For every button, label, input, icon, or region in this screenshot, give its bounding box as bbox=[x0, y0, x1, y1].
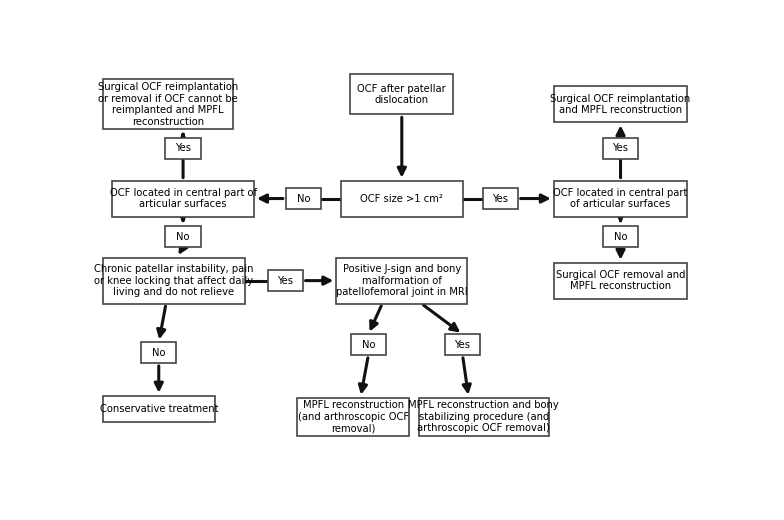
FancyBboxPatch shape bbox=[445, 334, 480, 355]
FancyBboxPatch shape bbox=[341, 180, 463, 216]
Text: Surgical OCF reimplantation
or removal if OCF cannot be
reimplanted and MPFL
rec: Surgical OCF reimplantation or removal i… bbox=[98, 82, 238, 127]
FancyBboxPatch shape bbox=[554, 263, 688, 298]
FancyBboxPatch shape bbox=[350, 334, 386, 355]
Text: Surgical OCF removal and
MPFL reconstruction: Surgical OCF removal and MPFL reconstruc… bbox=[556, 270, 685, 291]
FancyBboxPatch shape bbox=[483, 188, 518, 209]
Text: No: No bbox=[361, 340, 375, 349]
Text: OCF located in central part
of articular surfaces: OCF located in central part of articular… bbox=[554, 188, 688, 210]
Text: Surgical OCF reimplantation
and MPFL reconstruction: Surgical OCF reimplantation and MPFL rec… bbox=[550, 94, 691, 115]
Text: Yes: Yes bbox=[492, 193, 508, 203]
FancyBboxPatch shape bbox=[165, 226, 201, 247]
FancyBboxPatch shape bbox=[103, 396, 215, 422]
FancyBboxPatch shape bbox=[285, 188, 321, 209]
FancyBboxPatch shape bbox=[165, 138, 201, 159]
Text: Yes: Yes bbox=[455, 340, 470, 349]
FancyBboxPatch shape bbox=[297, 398, 409, 436]
FancyBboxPatch shape bbox=[419, 398, 549, 436]
Text: No: No bbox=[152, 348, 165, 358]
Text: Yes: Yes bbox=[612, 144, 629, 153]
FancyBboxPatch shape bbox=[554, 86, 688, 122]
FancyBboxPatch shape bbox=[111, 180, 255, 216]
FancyBboxPatch shape bbox=[267, 270, 303, 291]
Text: MPFL reconstruction
(and arthroscopic OCF
removal): MPFL reconstruction (and arthroscopic OC… bbox=[298, 400, 408, 433]
Text: Yes: Yes bbox=[277, 276, 293, 285]
FancyBboxPatch shape bbox=[103, 80, 233, 129]
Text: No: No bbox=[176, 231, 190, 242]
Text: OCF after patellar
dislocation: OCF after patellar dislocation bbox=[358, 84, 446, 105]
FancyBboxPatch shape bbox=[103, 257, 245, 304]
FancyBboxPatch shape bbox=[603, 226, 638, 247]
FancyBboxPatch shape bbox=[336, 257, 467, 304]
Text: Chronic patellar instability, pain
or knee locking that affect daily
living and : Chronic patellar instability, pain or kn… bbox=[94, 264, 254, 297]
Text: OCF size >1 cm²: OCF size >1 cm² bbox=[361, 193, 443, 203]
Text: OCF located in central part of
articular surfaces: OCF located in central part of articular… bbox=[110, 188, 256, 210]
FancyBboxPatch shape bbox=[603, 138, 638, 159]
Text: Yes: Yes bbox=[175, 144, 191, 153]
Text: No: No bbox=[296, 193, 310, 203]
Text: Positive J-sign and bony
malformation of
patellofemoral joint in MRI: Positive J-sign and bony malformation of… bbox=[336, 264, 467, 297]
Text: No: No bbox=[614, 231, 627, 242]
FancyBboxPatch shape bbox=[350, 74, 453, 114]
FancyBboxPatch shape bbox=[141, 342, 176, 363]
FancyBboxPatch shape bbox=[554, 180, 688, 216]
Text: Conservative treatment: Conservative treatment bbox=[100, 404, 218, 414]
Text: MPFL reconstruction and bony
stabilizing procedure (and
arthroscopic OCF removal: MPFL reconstruction and bony stabilizing… bbox=[408, 400, 559, 433]
